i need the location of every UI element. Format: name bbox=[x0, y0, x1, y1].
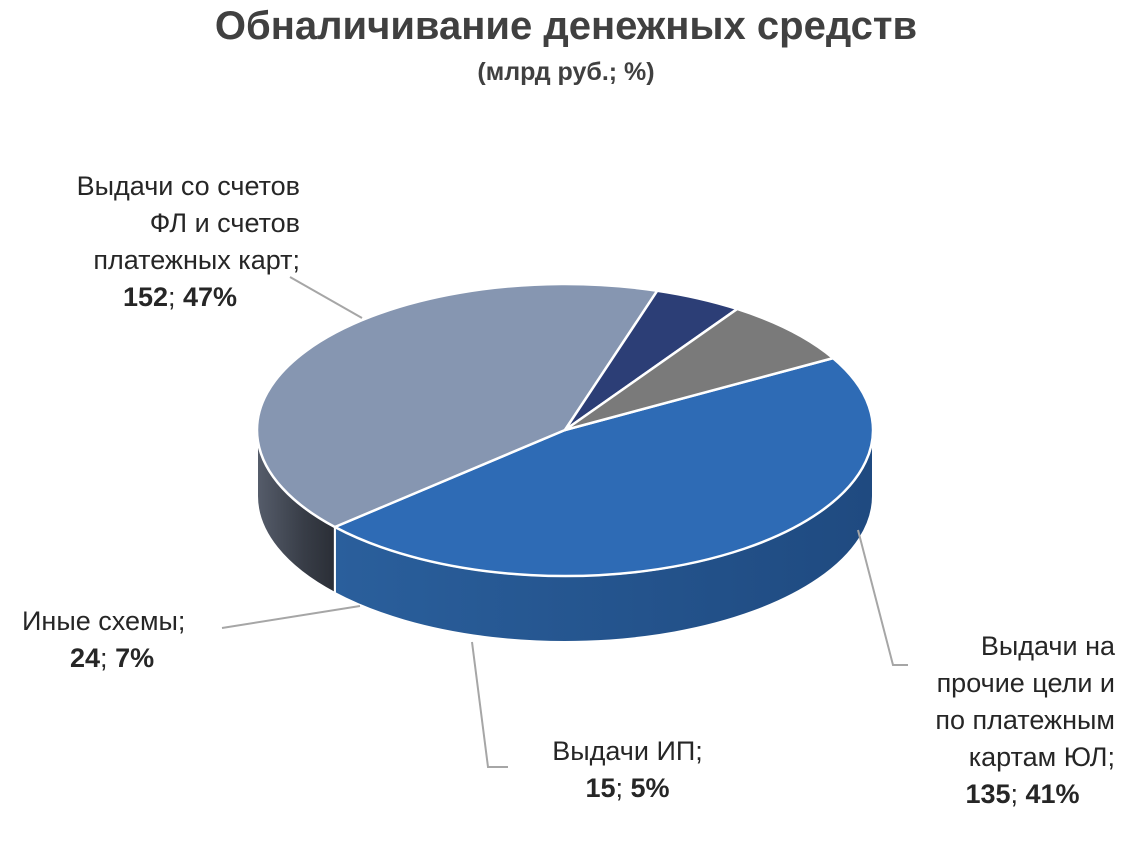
slice-percent: 47% bbox=[183, 282, 238, 312]
pie-slice bbox=[255, 282, 659, 529]
slice-label-line: картам ЮЛ; bbox=[968, 742, 1115, 772]
leader-line bbox=[857, 529, 908, 666]
leader-lines bbox=[221, 276, 908, 768]
slice-percent: 7% bbox=[115, 643, 155, 673]
slice-label-line: ФЛ и счетов bbox=[149, 208, 300, 238]
slice-label: Иные схемы; 24; 7% bbox=[22, 603, 242, 677]
slice-label-line: по платежным bbox=[935, 705, 1115, 735]
chart-title: Обналичивание денежных средств bbox=[214, 4, 918, 48]
slice-percent: 41% bbox=[1025, 779, 1080, 809]
slice-label-line: платежных карт; bbox=[93, 245, 300, 275]
pie-tops bbox=[255, 282, 875, 578]
slice-label-line: Выдачи со счетов bbox=[76, 171, 300, 201]
slice-label: Выдачи на прочие цели и по платежным кар… bbox=[880, 628, 1115, 813]
slice-value: 135 bbox=[965, 779, 1011, 809]
slice-label-line: прочие цели и bbox=[936, 668, 1115, 698]
slice-label-line: Выдачи ИП; bbox=[552, 736, 703, 766]
slice-value-line: 24; 7% bbox=[70, 643, 155, 673]
slice-value: 15 bbox=[585, 773, 616, 803]
slice-label-line: Выдачи на bbox=[980, 631, 1115, 661]
slice-label: Выдачи со счетов ФЛ и счетов платежных к… bbox=[20, 168, 300, 316]
slice-value-line: 15; 5% bbox=[585, 773, 670, 803]
slice-value-line: 135; 41% bbox=[965, 779, 1080, 809]
pie-slice bbox=[563, 307, 835, 432]
slice-value: 152 bbox=[122, 282, 168, 312]
slice-percent: 5% bbox=[630, 773, 670, 803]
pie-slice bbox=[333, 356, 875, 578]
chart-subtitle: (млрд руб.; %) bbox=[477, 58, 655, 86]
slice-value-line: 152; 47% bbox=[122, 282, 238, 312]
leader-line bbox=[289, 276, 363, 319]
slice-label: Выдачи ИП; 15; 5% bbox=[515, 733, 740, 807]
leader-line bbox=[221, 605, 361, 629]
leader-line bbox=[471, 641, 508, 768]
slice-label-line: Иные схемы; bbox=[22, 606, 186, 636]
slice-value: 24 bbox=[70, 643, 101, 673]
